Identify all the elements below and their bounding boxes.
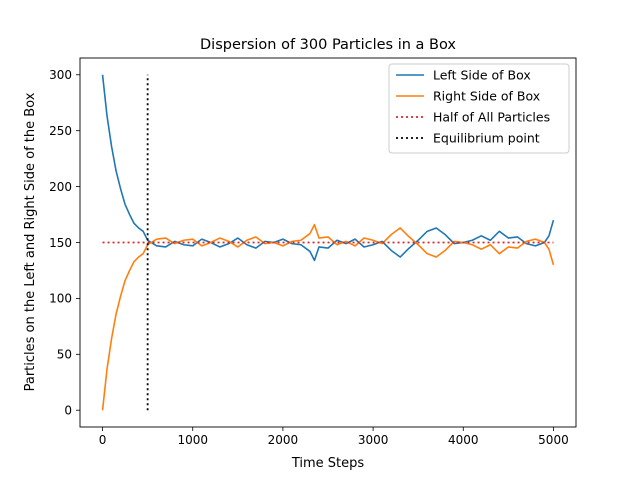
series-line-left-side-of-box	[101, 74, 555, 262]
legend-label-left-side-of-box: Left Side of Box	[433, 68, 531, 83]
y-axis: 0 50 100 150 200 250 300	[49, 68, 80, 418]
y-tick-label: 250	[49, 124, 72, 138]
chart-title: Dispersion of 300 Particles in a Box	[200, 37, 456, 53]
x-tick-label: 5000	[538, 433, 569, 447]
x-tick-label: 2000	[268, 433, 299, 447]
y-tick-label: 300	[49, 68, 72, 82]
legend-label-half-of-all-particles: Half of All Particles	[433, 110, 550, 125]
legend: Left Side of Box Right Side of Box Half of…	[388, 63, 570, 154]
legend-items: Left Side of Box Right Side of Box Half of…	[396, 68, 550, 146]
y-tick-label: 150	[49, 236, 72, 250]
y-axis-label: Particles on the Left and Right Side of …	[23, 92, 38, 391]
x-tick-label: 1000	[177, 433, 208, 447]
legend-label-right-side-of-box: Right Side of Box	[433, 89, 540, 104]
x-tick-label: 4000	[448, 433, 479, 447]
x-axis: 0 1000 2000 3000 4000 5000	[99, 427, 569, 447]
y-tick-label: 200	[49, 180, 72, 194]
x-tick-label: 0	[99, 433, 107, 447]
x-axis-label: Time Steps	[291, 456, 365, 471]
legend-frame	[388, 63, 570, 154]
y-tick-label: 50	[57, 348, 72, 362]
legend-label-equilibrium-point: Equilibrium point	[433, 131, 540, 146]
series-line-right-side-of-box	[101, 223, 555, 411]
series-layer	[101, 74, 555, 411]
x-tick-label: 3000	[358, 433, 389, 447]
y-tick-label: 0	[64, 404, 72, 418]
y-tick-label: 100	[49, 292, 72, 306]
